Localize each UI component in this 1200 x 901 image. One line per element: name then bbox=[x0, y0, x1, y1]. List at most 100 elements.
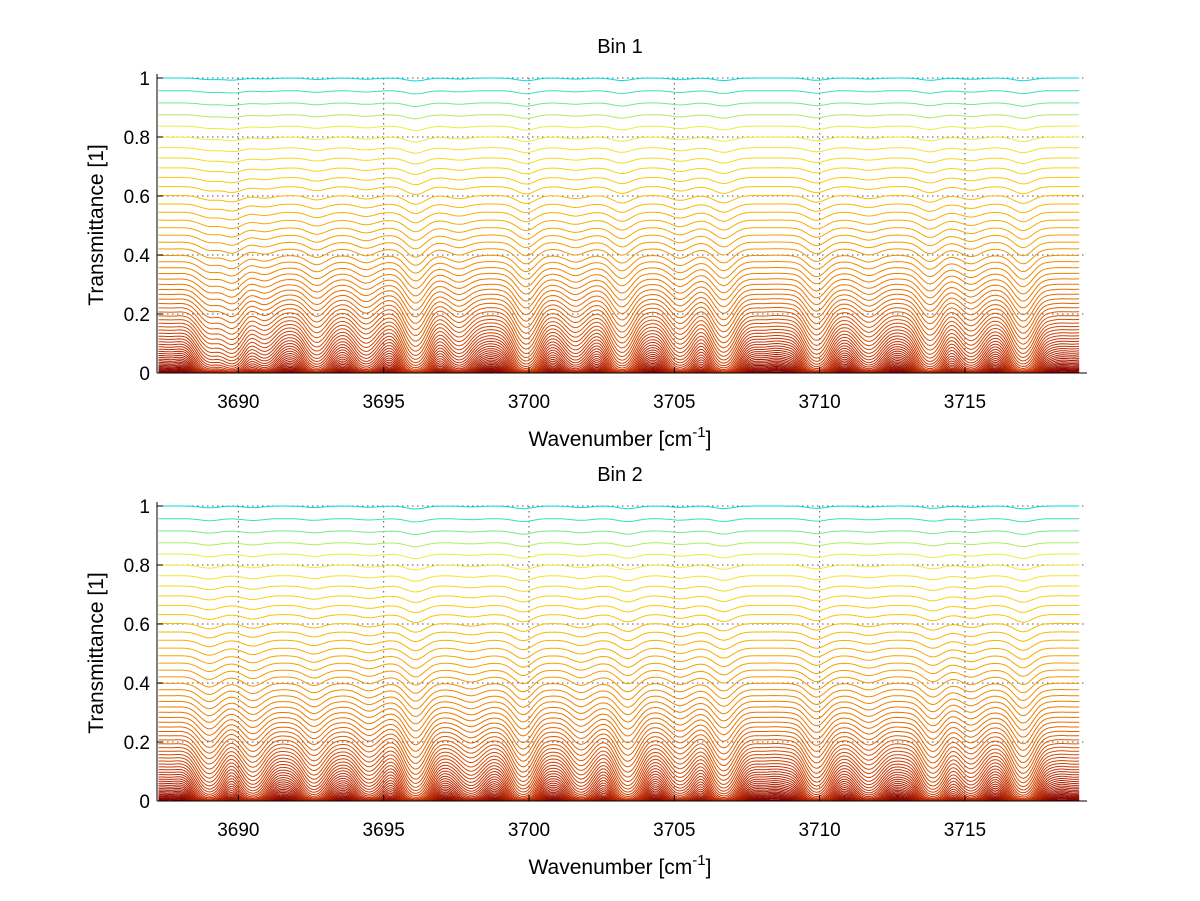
series-line bbox=[158, 743, 1080, 780]
series-line bbox=[158, 342, 1080, 373]
x-tick-label: 3710 bbox=[798, 820, 840, 841]
series-line bbox=[158, 735, 1080, 770]
x-tick-label: 3705 bbox=[653, 392, 695, 413]
series-line bbox=[158, 318, 1080, 356]
y-tick-label: 0.8 bbox=[124, 556, 150, 577]
series-line bbox=[158, 706, 1080, 732]
series-line bbox=[158, 90, 1080, 95]
series-line bbox=[158, 227, 1080, 241]
series-group bbox=[158, 77, 1080, 374]
series-line bbox=[158, 241, 1080, 258]
series-line bbox=[158, 763, 1080, 798]
y-tick-label: 0.6 bbox=[124, 615, 150, 636]
series-line bbox=[158, 311, 1080, 347]
series-line bbox=[158, 147, 1080, 154]
series-line bbox=[158, 631, 1080, 642]
series-line bbox=[158, 739, 1080, 775]
series-line bbox=[158, 219, 1080, 233]
series-line bbox=[158, 585, 1080, 593]
series-line bbox=[158, 315, 1080, 352]
series-line bbox=[158, 267, 1080, 289]
series-line bbox=[158, 272, 1080, 297]
series-line bbox=[158, 730, 1080, 764]
series-line bbox=[158, 595, 1080, 603]
series-line bbox=[158, 750, 1080, 788]
series-line bbox=[158, 248, 1080, 266]
series-line bbox=[158, 325, 1080, 364]
y-tick-label: 0.4 bbox=[124, 246, 151, 267]
series-line bbox=[158, 288, 1080, 318]
x-tick-label: 3700 bbox=[508, 392, 550, 413]
series-line bbox=[158, 505, 1080, 510]
x-tick-label: 3710 bbox=[798, 392, 840, 413]
plot-area: 3690 3695 3700 3705 3710 3715 0 0.2 0.4 0.6 0.8 1 bbox=[124, 497, 1087, 841]
series-line bbox=[158, 329, 1080, 366]
series-line bbox=[158, 254, 1080, 274]
series-line bbox=[158, 622, 1080, 633]
series-line bbox=[158, 655, 1080, 669]
x-axis-label: Wavenumber [cm-1] bbox=[529, 852, 712, 879]
series-line bbox=[158, 125, 1080, 131]
y-tick-label: 0.4 bbox=[124, 674, 151, 695]
series-line bbox=[158, 194, 1080, 205]
series-line bbox=[158, 345, 1080, 374]
chart-title: Bin 2 bbox=[597, 464, 643, 486]
series-line bbox=[158, 688, 1080, 710]
series-line bbox=[158, 157, 1080, 165]
series-line bbox=[158, 167, 1080, 175]
series-line bbox=[158, 337, 1080, 372]
chart-title: Bin 1 bbox=[597, 36, 643, 58]
x-tick-label: 3700 bbox=[508, 820, 550, 841]
series-line bbox=[158, 278, 1080, 304]
x-tick-label: 3715 bbox=[944, 392, 986, 413]
series-line bbox=[158, 203, 1080, 215]
y-axis-label: Transmittance [1] bbox=[85, 144, 108, 305]
series-line bbox=[158, 176, 1080, 186]
y-tick-label: 0 bbox=[139, 792, 150, 813]
series-line bbox=[158, 669, 1080, 686]
series-line bbox=[158, 711, 1080, 739]
series-line bbox=[158, 114, 1080, 120]
series-line bbox=[158, 662, 1080, 678]
series-line bbox=[158, 77, 1080, 82]
series-line bbox=[158, 700, 1080, 725]
plot-area: 3690 3695 3700 3705 3710 3715 0 0.2 0.4 0.6 0.8 1 bbox=[124, 69, 1087, 413]
series-line bbox=[158, 773, 1080, 802]
series-line bbox=[158, 676, 1080, 694]
series-line bbox=[158, 757, 1080, 794]
series-line bbox=[158, 136, 1080, 143]
series-line bbox=[158, 283, 1080, 311]
series-line bbox=[158, 682, 1080, 702]
series-line bbox=[158, 765, 1080, 800]
y-tick-label: 1 bbox=[139, 497, 150, 518]
series-group bbox=[158, 505, 1080, 802]
series-line bbox=[158, 614, 1080, 623]
series-line bbox=[158, 186, 1080, 195]
y-tick-label: 0.8 bbox=[124, 128, 150, 149]
series-line bbox=[158, 777, 1080, 802]
x-tick-label: 3690 bbox=[217, 392, 259, 413]
y-axis-label: Transmittance [1] bbox=[85, 572, 108, 733]
series-line bbox=[158, 322, 1080, 360]
series-line bbox=[158, 332, 1080, 369]
series-line bbox=[158, 553, 1080, 559]
series-line bbox=[158, 298, 1080, 331]
x-tick-label: 3705 bbox=[653, 820, 695, 841]
series-line bbox=[158, 261, 1080, 282]
series-line bbox=[158, 234, 1080, 250]
series-line bbox=[158, 753, 1080, 792]
series-line bbox=[158, 694, 1080, 717]
chart-panel-bin-1: Bin 1 3690 3695 3700 3705 3710 3715 0 0.2 0.4 0.6… bbox=[85, 36, 1087, 451]
series-line bbox=[158, 530, 1080, 535]
x-tick-label: 3695 bbox=[363, 392, 405, 413]
series-line bbox=[158, 293, 1080, 324]
series-line bbox=[158, 716, 1080, 746]
series-line bbox=[158, 647, 1080, 661]
series-line bbox=[158, 746, 1080, 784]
series-line bbox=[158, 307, 1080, 342]
series-line bbox=[158, 340, 1080, 373]
series-line bbox=[158, 726, 1080, 759]
x-tick-label: 3695 bbox=[363, 820, 405, 841]
series-line bbox=[158, 335, 1080, 370]
